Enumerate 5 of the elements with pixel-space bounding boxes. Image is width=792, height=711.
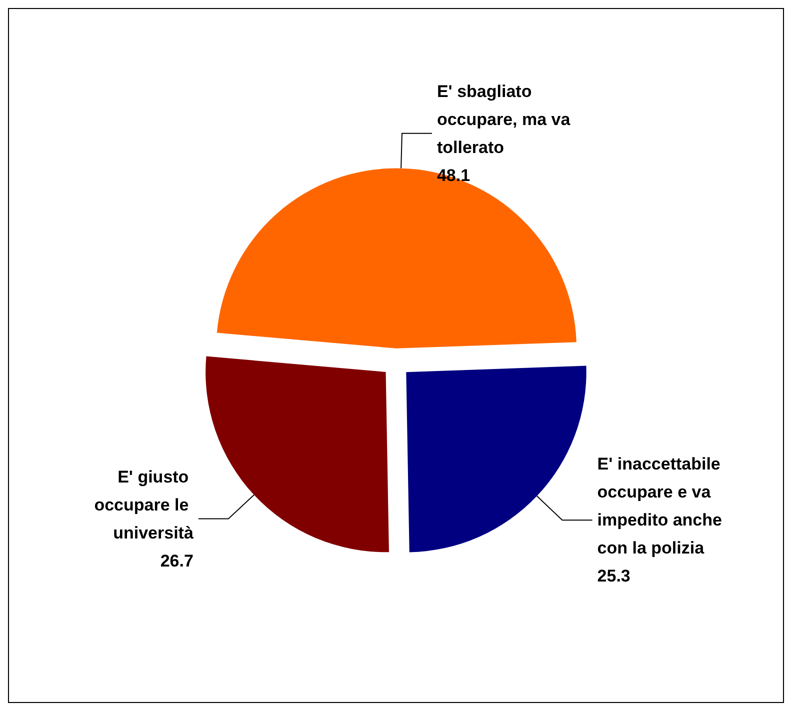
data-label: 25.3 xyxy=(597,566,630,586)
slice-label: E' giusto occupare le università xyxy=(94,467,194,542)
slice-label: E' inaccettabile occupare e va impedito anche con la polizia xyxy=(597,454,727,558)
slice-label: E' sbagliato occupare, ma va tollerato xyxy=(436,82,575,157)
data-label: 26.7 xyxy=(160,551,194,570)
